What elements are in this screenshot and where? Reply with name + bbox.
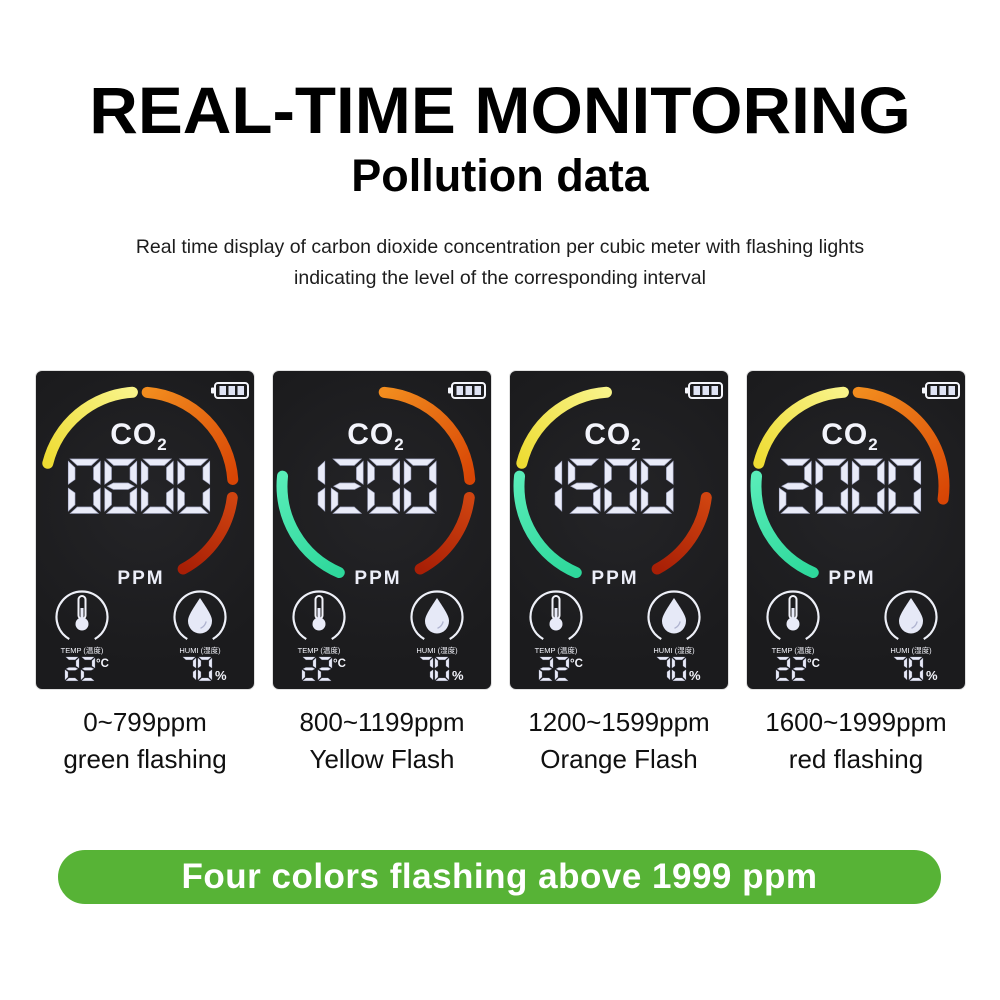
unit-label: PPM (591, 568, 638, 589)
device-screen: CO2 PPM TEMP (温度) °C HUMI (湿度)% (42, 382, 249, 683)
gauge-arc-yellow (42, 386, 138, 469)
device-panel: CO2 PPM TEMP (温度) °C HUMI (湿度)% (509, 370, 729, 690)
flash-text: Yellow Flash (309, 744, 455, 774)
flash-text: green flashing (63, 744, 227, 774)
temperature-label: TEMP (温度) (298, 645, 341, 655)
temperature-unit: °C (807, 658, 820, 670)
temperature-value (64, 656, 96, 681)
humidity-unit: % (689, 668, 701, 683)
banner-text: Four colors flashing above 1999 ppm (181, 857, 818, 896)
flash-text: red flashing (788, 744, 924, 774)
gauge-arc-red (651, 491, 712, 575)
device-panel: CO2 PPM TEMP (温度) °C HUMI (湿度)% (746, 370, 966, 690)
description-line-1: Real time display of carbon dioxide conc… (135, 236, 865, 258)
temperature-value (775, 656, 807, 681)
humidity-value (893, 656, 924, 681)
gauge-arc-yellow (753, 386, 849, 469)
range-text: 1600~1999ppm (765, 707, 947, 737)
device-screen: CO2 PPM TEMP (温度) °C HUMI (湿度)% (276, 382, 486, 683)
unit-label: PPM (354, 568, 401, 589)
thermometer-icon (312, 595, 326, 631)
device-panel: CO2 PPM TEMP (温度) °C HUMI (湿度)% (272, 370, 492, 690)
humidity-unit: % (215, 668, 227, 683)
humidity-label: HUMI (湿度) (890, 645, 932, 655)
gauge-arc-yellow (516, 386, 612, 469)
co2-reading (317, 458, 437, 514)
range-text: 1200~1599ppm (528, 707, 710, 737)
humidity-label: HUMI (湿度) (653, 645, 695, 655)
co2-reading (778, 458, 922, 514)
water-drop-icon (425, 598, 449, 634)
range-label: 0~799ppm green flashing (35, 704, 255, 778)
temperature-value (301, 656, 333, 681)
water-drop-icon (899, 598, 923, 634)
temperature-unit: °C (333, 658, 346, 670)
description-line-2: indicating the level of the correspondin… (294, 267, 706, 289)
gas-label: CO2 (347, 418, 404, 454)
humidity-label: HUMI (湿度) (416, 645, 458, 655)
battery-icon (211, 382, 249, 399)
thermometer-icon (786, 595, 800, 631)
humidity-value (182, 656, 213, 681)
humidity-unit: % (452, 668, 464, 683)
temperature-circle (292, 590, 346, 641)
humidity-circle (410, 590, 464, 641)
unit-label: PPM (828, 568, 875, 589)
device-screen: CO2 PPM TEMP (温度) °C HUMI (湿度)% (513, 382, 723, 683)
page-subtitle: Pollution data (351, 150, 649, 201)
water-drop-icon (662, 598, 686, 634)
flash-text: Orange Flash (540, 744, 698, 774)
thermometer-icon (549, 595, 563, 631)
range-label: 1200~1599ppm Orange Flash (509, 704, 729, 778)
unit-label: PPM (117, 568, 164, 589)
co2-reading (554, 458, 674, 514)
temperature-unit: °C (570, 658, 583, 670)
gas-label: CO2 (821, 418, 878, 454)
humidity-unit: % (926, 668, 938, 683)
gauge-arc-orange (852, 386, 950, 505)
temperature-circle (529, 590, 583, 641)
humidity-value (419, 656, 450, 681)
battery-icon (685, 382, 723, 399)
range-label: 1600~1999ppm red flashing (746, 704, 966, 778)
gauge-arc-red (177, 491, 238, 575)
range-label: 800~1199ppm Yellow Flash (272, 704, 492, 778)
battery-icon (922, 382, 960, 399)
gauge-arc-green (513, 470, 582, 579)
device-panel: CO2 PPM TEMP (温度) °C HUMI (湿度)% (35, 370, 255, 690)
gauge-arc-red (414, 491, 475, 575)
temperature-label: TEMP (温度) (772, 645, 815, 655)
range-text: 800~1199ppm (299, 707, 465, 737)
humidity-value (656, 656, 687, 681)
humidity-circle (884, 590, 938, 641)
device-screen: CO2 PPM TEMP (温度) °C HUMI (湿度)% (750, 382, 960, 683)
gas-label: CO2 (584, 418, 641, 454)
gauge-arc-green (276, 470, 345, 579)
temperature-circle (55, 590, 109, 641)
temperature-value (538, 656, 570, 681)
gauge-arc-orange (141, 386, 239, 485)
description: Real time display of carbon dioxide conc… (0, 232, 1000, 294)
water-drop-icon (188, 598, 212, 634)
banner: Four colors flashing above 1999 ppm (58, 850, 941, 904)
humidity-circle (647, 590, 701, 641)
temperature-label: TEMP (温度) (535, 645, 578, 655)
co2-reading (67, 458, 211, 514)
humidity-circle (173, 590, 227, 641)
humidity-label: HUMI (湿度) (179, 645, 221, 655)
gauge-arc-green (750, 470, 819, 579)
temperature-unit: °C (96, 658, 109, 670)
temperature-circle (766, 590, 820, 641)
battery-icon (448, 382, 486, 399)
thermometer-icon (75, 595, 89, 631)
temperature-label: TEMP (温度) (61, 645, 104, 655)
range-text: 0~799ppm (83, 707, 207, 737)
devices-row: CO2 PPM TEMP (温度) °C HUMI (湿度)% CO2 PPM TEMP (温… (0, 370, 1000, 690)
gas-label: CO2 (110, 418, 167, 454)
gauge-arc-orange (378, 386, 476, 485)
page-title: REAL-TIME MONITORING (89, 73, 911, 147)
